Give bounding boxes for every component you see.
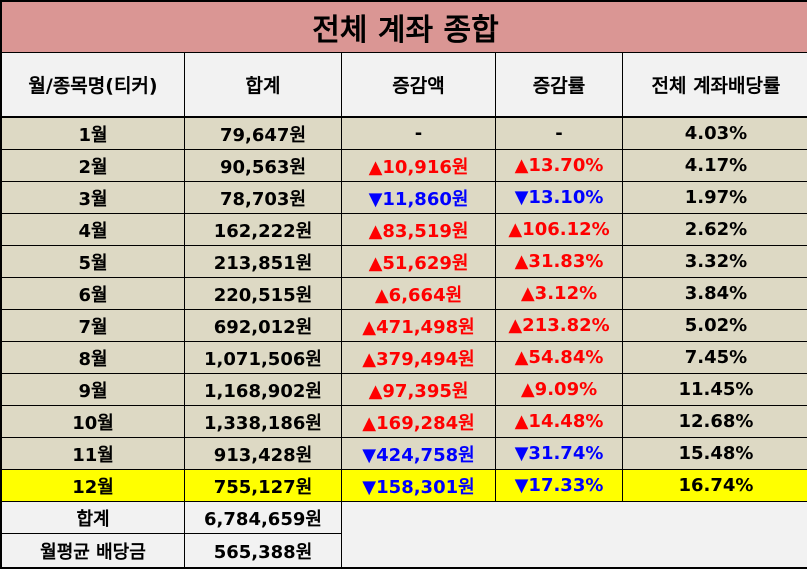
change-cell: ▼11,860원 [342,182,496,214]
yield-cell: 16.74% [623,470,807,502]
yield-cell: 3.84% [623,278,807,310]
total-cell: 78,703원 [185,182,342,214]
month-cell: 5월 [2,246,185,278]
change-cell: ▼424,758원 [342,438,496,470]
change-cell: ▲379,494원 [342,342,496,374]
month-cell: 3월 [2,182,185,214]
month-cell: 12월 [2,470,185,502]
footer-sum-value: 6,784,659원 [185,502,342,534]
change-cell: ▲6,664원 [342,278,496,310]
yield-cell: 12.68% [623,406,807,438]
change-cell: - [342,118,496,150]
change-cell: ▲51,629원 [342,246,496,278]
month-cell: 11월 [2,438,185,470]
yield-cell: 1.97% [623,182,807,214]
month-cell: 6월 [2,278,185,310]
month-cell: 1월 [2,118,185,150]
table-title: 전체 계좌 종합 [2,2,807,53]
change-cell: ▲169,284원 [342,406,496,438]
header-rate: 증감률 [496,53,623,118]
total-cell: 1,338,186원 [185,406,342,438]
yield-cell: 4.17% [623,150,807,182]
total-cell: 1,168,902원 [185,374,342,406]
month-cell: 9월 [2,374,185,406]
rate-cell: - [496,118,623,150]
footer-avg-value: 565,388원 [185,534,342,567]
yield-cell: 3.32% [623,246,807,278]
month-cell: 10월 [2,406,185,438]
footer-empty-area [342,502,807,567]
rate-cell: ▼17.33% [496,470,623,502]
header-yield: 전체 계좌배당률 [623,53,807,118]
change-cell: ▼158,301원 [342,470,496,502]
change-cell: ▲97,395원 [342,374,496,406]
rate-cell: ▼31.74% [496,438,623,470]
total-cell: 213,851원 [185,246,342,278]
rate-cell: ▲14.48% [496,406,623,438]
rate-cell: ▼13.10% [496,182,623,214]
yield-cell: 11.45% [623,374,807,406]
total-cell: 162,222원 [185,214,342,246]
yield-cell: 5.02% [623,310,807,342]
total-cell: 90,563원 [185,150,342,182]
yield-cell: 7.45% [623,342,807,374]
change-cell: ▲471,498원 [342,310,496,342]
total-cell: 755,127원 [185,470,342,502]
rate-cell: ▲31.83% [496,246,623,278]
rate-cell: ▲106.12% [496,214,623,246]
yield-cell: 15.48% [623,438,807,470]
change-cell: ▲10,916원 [342,150,496,182]
month-cell: 2월 [2,150,185,182]
month-cell: 4월 [2,214,185,246]
header-month: 월/종목명(티커) [2,53,185,118]
rate-cell: ▲9.09% [496,374,623,406]
header-change: 증감액 [342,53,496,118]
total-cell: 220,515원 [185,278,342,310]
total-cell: 1,071,506원 [185,342,342,374]
total-cell: 913,428원 [185,438,342,470]
rate-cell: ▲3.12% [496,278,623,310]
yield-cell: 2.62% [623,214,807,246]
change-cell: ▲83,519원 [342,214,496,246]
footer-avg-label: 월평균 배당금 [2,534,185,567]
yield-cell: 4.03% [623,118,807,150]
month-cell: 7월 [2,310,185,342]
rate-cell: ▲13.70% [496,150,623,182]
total-cell: 692,012원 [185,310,342,342]
total-cell: 79,647원 [185,118,342,150]
header-total: 합계 [185,53,342,118]
rate-cell: ▲213.82% [496,310,623,342]
month-cell: 8월 [2,342,185,374]
footer-sum-label: 합계 [2,502,185,534]
rate-cell: ▲54.84% [496,342,623,374]
